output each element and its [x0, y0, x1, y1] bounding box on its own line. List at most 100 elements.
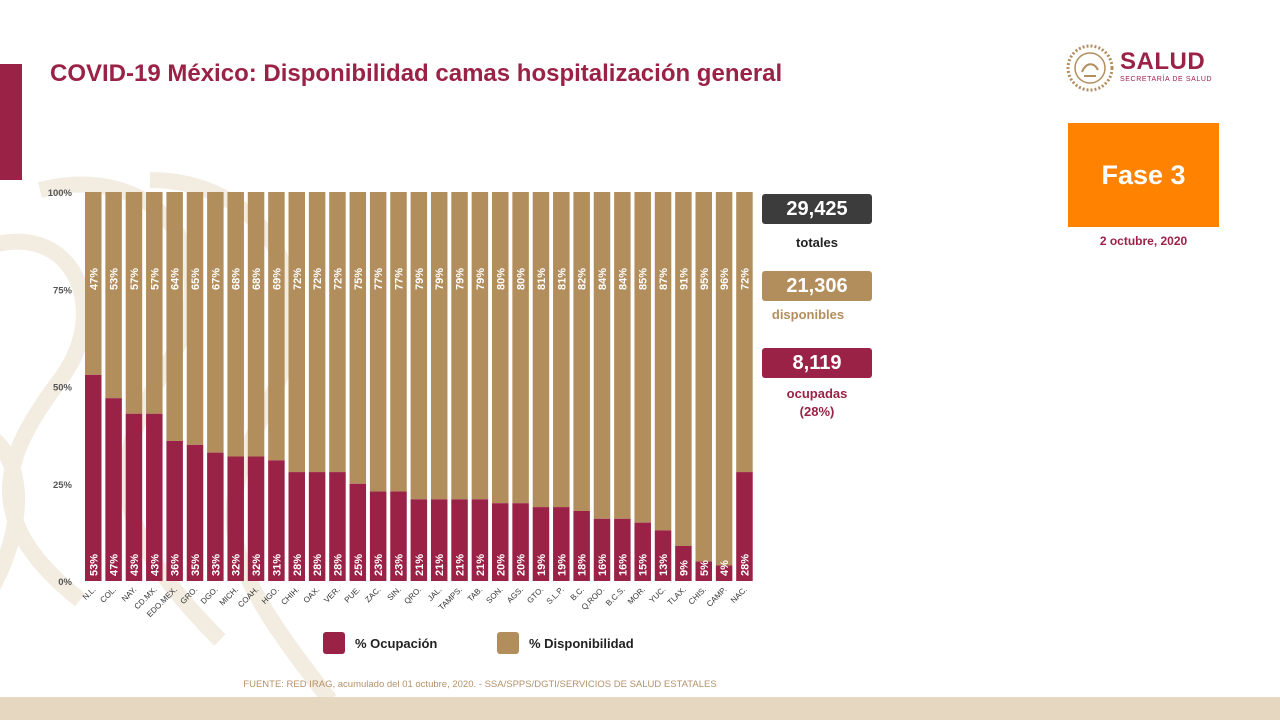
bar-ocupacion: [634, 522, 651, 581]
data-label-ocupacion: 21%: [414, 554, 426, 576]
bar-ocupacion: [410, 499, 428, 581]
bar-disponibilidad: [471, 192, 489, 500]
totales-label: totales: [796, 235, 838, 250]
x-category-label: AGS.: [505, 585, 525, 605]
data-label-ocupacion: 13%: [658, 554, 670, 576]
x-category-label: ZAC.: [363, 585, 382, 604]
bottom-bar: [0, 697, 1280, 720]
legend-disponibilidad: % Disponibilidad: [497, 632, 634, 654]
bar-ocupacion: [451, 499, 468, 581]
data-label-ocupacion: 4%: [719, 560, 731, 576]
phase-badge: Fase 3: [1068, 123, 1219, 227]
data-label-disponibilidad: 96%: [719, 268, 731, 290]
data-label-ocupacion: 23%: [373, 554, 385, 576]
data-label-ocupacion: 19%: [536, 554, 548, 576]
x-category-label: TAMPS.: [437, 585, 464, 612]
bar-disponibilidad: [553, 192, 570, 508]
bar-disponibilidad: [369, 192, 387, 492]
background-pattern: [0, 172, 337, 700]
bar-ocupacion: [430, 499, 448, 581]
left-accent-bar: [0, 64, 22, 180]
bar-disponibilidad: [390, 192, 407, 492]
salud-logo: SALUD SECRETARÍA DE SALUD: [1066, 42, 1226, 94]
data-label-disponibilidad: 77%: [394, 268, 406, 290]
bar-disponibilidad: [532, 192, 550, 508]
x-category-label: JAL.: [426, 585, 444, 603]
bar-ocupacion: [675, 545, 692, 581]
bar-ocupacion: [532, 507, 550, 581]
data-label-disponibilidad: 79%: [414, 268, 426, 290]
data-label-ocupacion: 21%: [434, 554, 446, 576]
data-label-disponibilidad: 72%: [739, 268, 751, 290]
ocupadas-value: 8,119: [762, 348, 872, 378]
x-category-label: GTO.: [525, 585, 545, 605]
x-category-label: QRO.: [402, 585, 423, 606]
data-label-ocupacion: 5%: [699, 560, 711, 576]
data-label-disponibilidad: 84%: [597, 268, 609, 290]
legend-swatch-disponibilidad: [497, 632, 519, 654]
bar-disponibilidad: [451, 192, 468, 500]
data-label-ocupacion: 16%: [597, 554, 609, 576]
data-label-ocupacion: 18%: [577, 554, 589, 576]
bar-disponibilidad: [492, 192, 509, 504]
page-title: COVID-19 México: Disponibilidad camas ho…: [50, 60, 783, 87]
data-label-disponibilidad: 80%: [495, 268, 507, 290]
x-category-label: SON.: [484, 585, 504, 605]
legend-label-ocupacion: % Ocupación: [355, 635, 438, 651]
data-label-disponibilidad: 95%: [699, 268, 711, 290]
bar-ocupacion: [614, 518, 631, 581]
logo-word: SALUD: [1120, 48, 1206, 75]
data-label-disponibilidad: 81%: [556, 268, 568, 290]
x-category-label: YUC.: [648, 585, 668, 605]
bar-ocupacion: [369, 491, 387, 581]
x-category-label: SIN.: [386, 585, 403, 602]
x-category-label: Q.ROO.: [580, 585, 607, 612]
x-category-label: S.L.P.: [545, 585, 566, 606]
disponibles-value: 21,306: [762, 271, 872, 301]
totales-value: 29,425: [762, 194, 872, 224]
data-label-disponibilidad: 81%: [536, 268, 548, 290]
data-label-disponibilidad: 87%: [658, 268, 670, 290]
bar-disponibilidad: [736, 192, 753, 473]
ocupadas-label: ocupadas: [786, 386, 848, 401]
bar-disponibilidad: [573, 192, 590, 511]
source-note: FUENTE: RED IRAG, acumulado del 01 octub…: [243, 679, 717, 690]
data-label-ocupacion: 16%: [617, 554, 629, 576]
bar-ocupacion: [736, 472, 753, 581]
bar-ocupacion: [654, 530, 672, 581]
bar-ocupacion: [471, 499, 489, 581]
bar-ocupacion: [573, 510, 590, 581]
x-category-label: TAB.: [466, 585, 485, 604]
report-date: 2 octubre, 2020: [1099, 234, 1188, 248]
x-category-label: MOR.: [626, 585, 647, 606]
x-category-label: NAC.: [729, 585, 749, 605]
data-label-ocupacion: 20%: [495, 554, 507, 576]
data-label-disponibilidad: 80%: [516, 268, 528, 290]
bar-disponibilidad: [512, 192, 529, 504]
data-label-ocupacion: 23%: [394, 554, 406, 576]
data-label-ocupacion: 15%: [638, 554, 650, 576]
data-label-disponibilidad: 82%: [577, 268, 589, 290]
data-label-ocupacion: 19%: [556, 554, 568, 576]
data-label-disponibilidad: 79%: [434, 268, 446, 290]
legend-ocupacion: % Ocupación: [323, 632, 437, 654]
x-category-label: B.C.S.: [604, 585, 627, 608]
legend-label-disponibilidad: % Disponibilidad: [529, 635, 634, 651]
x-category-label: CHIS.: [687, 585, 708, 606]
data-label-ocupacion: 20%: [516, 554, 528, 576]
data-label-ocupacion: 28%: [739, 554, 751, 576]
legend-swatch-ocupacion: [323, 632, 345, 654]
disponibles-label: disponibles: [771, 307, 845, 322]
data-label-ocupacion: 21%: [455, 554, 467, 576]
bar-disponibilidad: [654, 192, 672, 531]
bar-disponibilidad: [675, 192, 692, 546]
bar-disponibilidad: [430, 192, 448, 500]
data-label-disponibilidad: 77%: [373, 268, 385, 290]
bar-ocupacion: [553, 507, 570, 581]
x-category-label: CAMP.: [705, 585, 729, 609]
data-label-disponibilidad: 79%: [455, 268, 467, 290]
bar-disponibilidad: [715, 192, 733, 566]
bar-disponibilidad: [695, 192, 712, 562]
data-label-ocupacion: 9%: [678, 560, 690, 576]
data-label-disponibilidad: 91%: [678, 268, 690, 290]
